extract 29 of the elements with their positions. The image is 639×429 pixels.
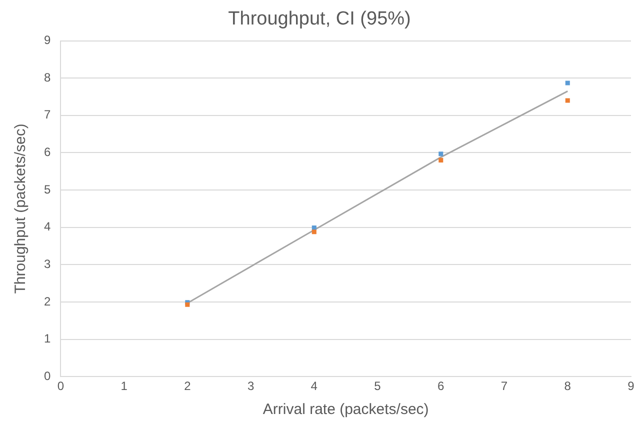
point	[312, 230, 316, 234]
y-tick-label: 8	[44, 70, 51, 84]
x-tick-label: 8	[564, 379, 572, 394]
x-tick-label: 1	[120, 379, 128, 394]
y-tick-label: 2	[44, 294, 51, 308]
y-tick-label: 4	[44, 220, 51, 234]
x-tick-label: 6	[438, 379, 445, 394]
x-tick-label: 2	[184, 379, 192, 394]
x-tick-label: 4	[310, 379, 318, 394]
chart-title: Throughput, CI (95%)	[228, 8, 411, 30]
x-tick-label: 3	[247, 379, 254, 394]
y-tick-label: 5	[44, 182, 51, 196]
y-tick-label: 6	[44, 145, 51, 160]
point	[565, 80, 570, 86]
y-tick-label: 7	[44, 108, 51, 122]
y-tick-label: 1	[44, 332, 51, 346]
x-tick-label: 9	[628, 379, 635, 394]
y-tick-label: 3	[44, 256, 51, 271]
x-tick-label: 5	[374, 379, 382, 394]
x-tick-label: 7	[500, 379, 508, 394]
y-tick-label: 9	[44, 33, 51, 48]
point	[438, 152, 444, 156]
point	[438, 158, 444, 162]
x-tick-label: 0	[57, 379, 64, 394]
point	[565, 98, 570, 103]
y-tick-label: 0	[44, 368, 51, 383]
x-axis-title: Arrival rate (packets/sec)	[262, 401, 429, 418]
y-axis-title: Throughput (packets/sec)	[12, 124, 30, 294]
point	[312, 225, 316, 230]
